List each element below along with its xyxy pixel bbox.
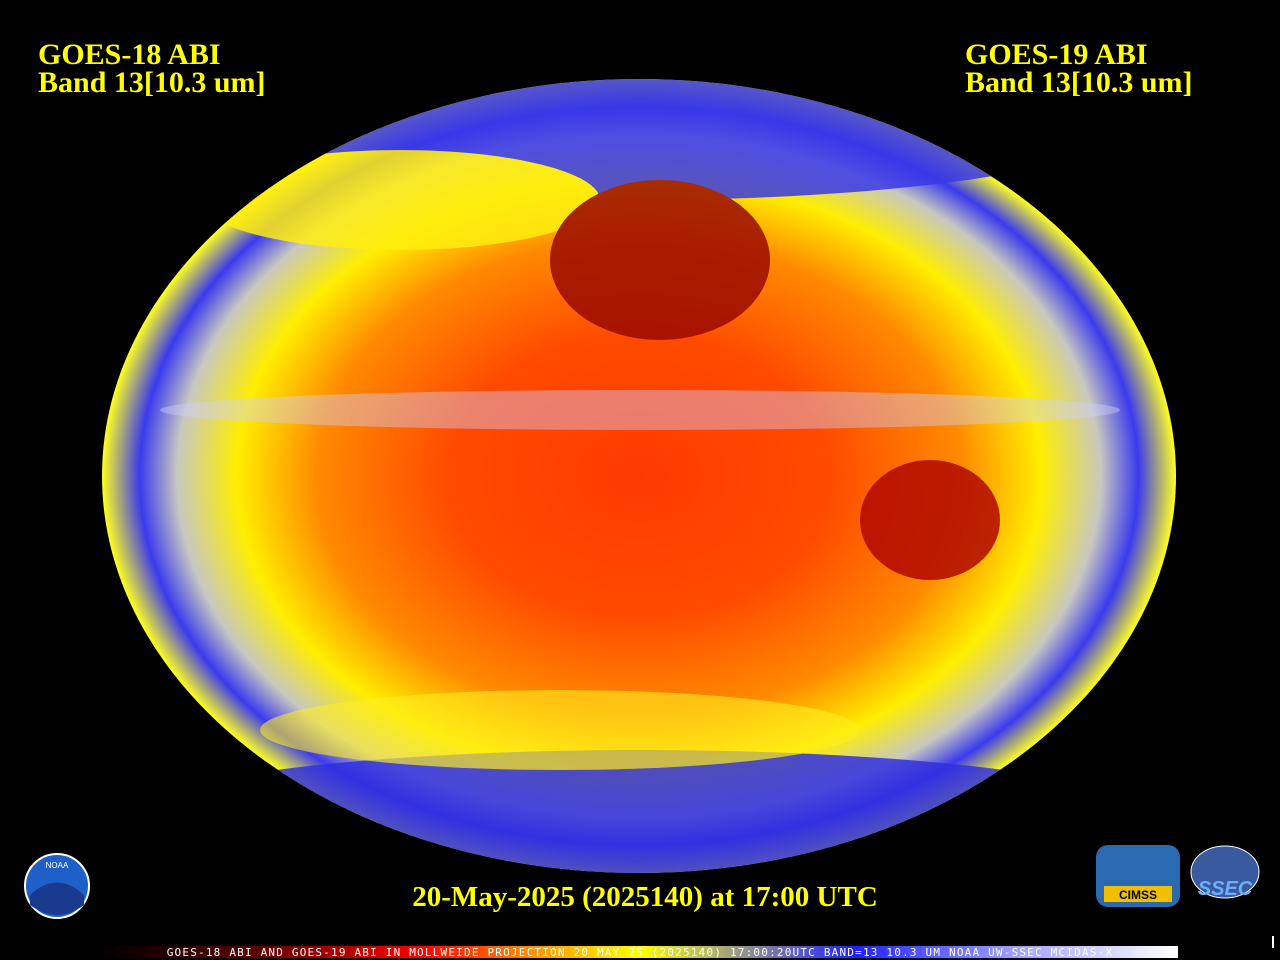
cimss-text: CIMSS bbox=[1119, 888, 1157, 902]
right-title: GOES-19 ABI bbox=[965, 38, 1148, 71]
noaa-logo: NOAA bbox=[24, 853, 90, 919]
left-band: Band 13[10.3 um] bbox=[38, 66, 266, 99]
timestamp: 20-May-2025 (2025140) at 17:00 UTC bbox=[412, 881, 878, 913]
strip-marker bbox=[1272, 936, 1274, 948]
ssec-text: SSEC bbox=[1198, 878, 1253, 900]
footer-strip: GOES-18 ABI AND GOES-19 ABI IN MOLLWEIDE… bbox=[167, 946, 1114, 959]
left-title: GOES-18 ABI bbox=[38, 38, 221, 71]
right-band: Band 13[10.3 um] bbox=[965, 66, 1193, 99]
ssec-logo: SSEC bbox=[1190, 845, 1260, 900]
noaa-text: NOAA bbox=[46, 861, 69, 870]
cimss-logo: CIMSS bbox=[1096, 845, 1180, 907]
color-bar bbox=[100, 946, 1178, 958]
satellite-disk bbox=[102, 79, 1176, 873]
